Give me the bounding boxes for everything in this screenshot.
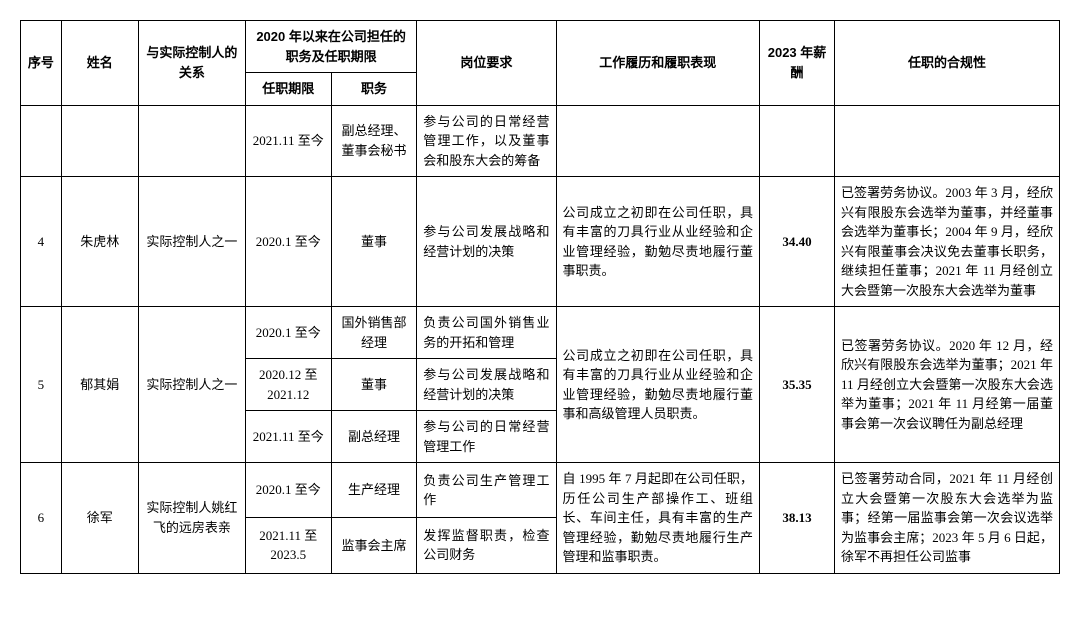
cell-seq: 4	[21, 177, 62, 307]
cell-seq: 6	[21, 463, 62, 574]
cell-relation: 实际控制人之一	[138, 177, 245, 307]
cell-term: 2020.1 至今	[245, 307, 331, 359]
cell-requirement: 负责公司生产管理工作	[417, 463, 556, 518]
cell-requirement: 参与公司发展战略和经营计划的决策	[417, 359, 556, 411]
cell-term: 2020.1 至今	[245, 463, 331, 518]
cell-position: 国外销售部经理	[331, 307, 417, 359]
col-name: 姓名	[61, 21, 138, 106]
cell-requirement: 参与公司的日常经营管理工作，以及董事会和股东大会的筹备	[417, 105, 556, 177]
cell-position: 副总经理	[331, 411, 417, 463]
cell-name	[61, 105, 138, 177]
cell-performance: 公司成立之初即在公司任职，具有丰富的刀具行业从业经验和企业管理经验，勤勉尽责地履…	[556, 307, 760, 463]
col-position: 职务	[331, 73, 417, 106]
col-since2020: 2020 年以来在公司担任的职务及任职期限	[245, 21, 416, 73]
cell-compliance	[835, 105, 1060, 177]
cell-term: 2021.11 至2023.5	[245, 518, 331, 573]
table-row: 2021.11 至今 副总经理、董事会秘书 参与公司的日常经营管理工作，以及董事…	[21, 105, 1060, 177]
cell-compliance: 已签署劳动合同，2021 年 11 月经创立大会暨第一次股东大会选举为监事；经第…	[835, 463, 1060, 574]
cell-position: 副总经理、董事会秘书	[331, 105, 417, 177]
cell-compliance: 已签署劳务协议。2020 年 12 月，经欣兴有限股东会选举为董事；2021 年…	[835, 307, 1060, 463]
cell-position: 董事	[331, 177, 417, 307]
cell-term: 2020.1 至今	[245, 177, 331, 307]
cell-seq	[21, 105, 62, 177]
cell-requirement: 参与公司发展战略和经营计划的决策	[417, 177, 556, 307]
cell-salary: 38.13	[760, 463, 835, 574]
cell-salary: 35.35	[760, 307, 835, 463]
cell-relation: 实际控制人姚红飞的远房表亲	[138, 463, 245, 574]
cell-term: 2020.12 至2021.12	[245, 359, 331, 411]
cell-position: 董事	[331, 359, 417, 411]
col-relation: 与实际控制人的关系	[138, 21, 245, 106]
cell-salary: 34.40	[760, 177, 835, 307]
cell-position: 生产经理	[331, 463, 417, 518]
cell-position: 监事会主席	[331, 518, 417, 573]
col-term: 任职期限	[245, 73, 331, 106]
table-row: 6 徐军 实际控制人姚红飞的远房表亲 2020.1 至今 生产经理 负责公司生产…	[21, 463, 1060, 518]
header-row-1: 序号 姓名 与实际控制人的关系 2020 年以来在公司担任的职务及任职期限 岗位…	[21, 21, 1060, 73]
cell-name: 朱虎林	[61, 177, 138, 307]
table-row: 5 郁其娟 实际控制人之一 2020.1 至今 国外销售部经理 负责公司国外销售…	[21, 307, 1060, 359]
cell-requirement: 参与公司的日常经营管理工作	[417, 411, 556, 463]
col-performance: 工作履历和履职表现	[556, 21, 760, 106]
cell-term: 2021.11 至今	[245, 411, 331, 463]
personnel-table: 序号 姓名 与实际控制人的关系 2020 年以来在公司担任的职务及任职期限 岗位…	[20, 20, 1060, 574]
cell-performance: 公司成立之初即在公司任职，具有丰富的刀具行业从业经验和企业管理经验，勤勉尽责地履…	[556, 177, 760, 307]
cell-name: 郁其娟	[61, 307, 138, 463]
cell-relation: 实际控制人之一	[138, 307, 245, 463]
col-requirement: 岗位要求	[417, 21, 556, 106]
cell-salary	[760, 105, 835, 177]
col-seq: 序号	[21, 21, 62, 106]
table-row: 4 朱虎林 实际控制人之一 2020.1 至今 董事 参与公司发展战略和经营计划…	[21, 177, 1060, 307]
cell-seq: 5	[21, 307, 62, 463]
cell-term: 2021.11 至今	[245, 105, 331, 177]
col-salary: 2023 年薪酬	[760, 21, 835, 106]
col-compliance: 任职的合规性	[835, 21, 1060, 106]
cell-performance: 自 1995 年 7 月起即在公司任职，历任公司生产部操作工、班组长、车间主任，…	[556, 463, 760, 574]
cell-name: 徐军	[61, 463, 138, 574]
cell-requirement: 发挥监督职责，检查公司财务	[417, 518, 556, 573]
cell-performance	[556, 105, 760, 177]
cell-relation	[138, 105, 245, 177]
cell-requirement: 负责公司国外销售业务的开拓和管理	[417, 307, 556, 359]
cell-compliance: 已签署劳务协议。2003 年 3 月，经欣兴有限股东会选举为董事，并经董事会选举…	[835, 177, 1060, 307]
